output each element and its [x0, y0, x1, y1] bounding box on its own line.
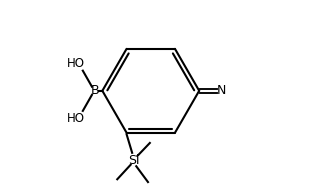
Text: HO: HO [67, 57, 85, 70]
Text: B: B [91, 84, 99, 97]
Text: N: N [217, 84, 226, 97]
Text: HO: HO [67, 112, 85, 125]
Text: Si: Si [128, 154, 140, 167]
